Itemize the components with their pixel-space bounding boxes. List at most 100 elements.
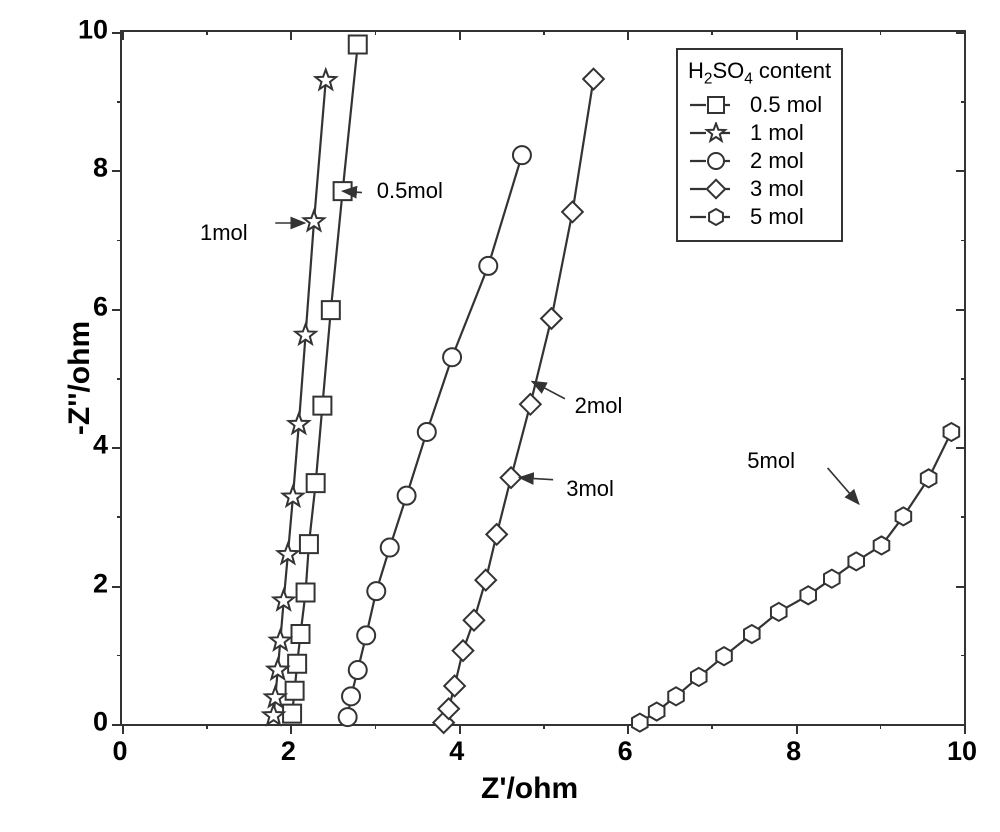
axis-tick-major-y-right (956, 32, 966, 34)
axis-tick-minor-y-right (961, 378, 966, 380)
marker-square (292, 625, 310, 643)
marker-hexagon (800, 586, 816, 604)
axis-tick-minor-x-top (711, 30, 713, 35)
y-tick-label: 2 (70, 568, 108, 599)
axis-tick-minor-x-top (880, 30, 882, 35)
legend-label: 0.5 mol (750, 92, 822, 118)
axis-tick-minor-y-right (961, 240, 966, 242)
axis-tick-major-y (112, 586, 122, 588)
marker-circle (342, 687, 360, 705)
axis-tick-major-y-right (956, 170, 966, 172)
marker-hexagon (744, 625, 760, 643)
y-tick-label: 10 (70, 15, 108, 46)
x-tick-label: 6 (618, 736, 633, 767)
axis-tick-major-x-top (627, 30, 629, 40)
legend-marker-square (708, 97, 724, 113)
marker-diamond (444, 676, 465, 697)
legend-item: 2 mol (688, 148, 831, 174)
legend-marker-diamond (707, 180, 725, 198)
marker-hexagon (649, 703, 665, 721)
axis-tick-minor-y-right (961, 516, 966, 518)
axis-tick-minor-x-top (206, 30, 208, 35)
marker-circle (443, 348, 461, 366)
axis-tick-major-x (627, 724, 629, 734)
marker-square (286, 682, 304, 700)
legend-label: 5 mol (750, 204, 804, 230)
legend-item: 1 mol (688, 120, 831, 146)
axis-tick-minor-y (117, 516, 122, 518)
legend-title: H2SO4 content (688, 58, 831, 88)
y-tick-label: 8 (70, 153, 108, 184)
marker-hexagon (824, 570, 840, 588)
axis-tick-major-y-right (956, 586, 966, 588)
axis-tick-major-y (112, 170, 122, 172)
legend-item: 0.5 mol (688, 92, 831, 118)
marker-square (307, 474, 325, 492)
y-tick-label: 4 (70, 430, 108, 461)
axis-tick-major-y-right (956, 724, 966, 726)
marker-circle (381, 539, 399, 557)
axis-tick-major-y (112, 724, 122, 726)
marker-hexagon (921, 469, 937, 487)
axis-tick-minor-y (117, 655, 122, 657)
x-tick-label: 4 (449, 736, 464, 767)
nyquist-plot: Z'/ohm -Z''/ohm H2SO4 content 0.5 mol1 mo… (0, 0, 1000, 832)
axis-tick-major-x-top (796, 30, 798, 40)
marker-square (349, 35, 367, 53)
x-tick-label: 10 (947, 736, 977, 767)
legend-marker-circle (708, 153, 724, 169)
axis-tick-major-x-top (290, 30, 292, 40)
marker-circle (513, 146, 531, 164)
annotation-text: 1mol (200, 220, 248, 246)
marker-square (288, 655, 306, 673)
marker-circle (367, 582, 385, 600)
marker-hexagon (896, 507, 912, 525)
marker-diamond (562, 202, 583, 223)
marker-hexagon (716, 647, 732, 665)
marker-diamond (583, 69, 604, 90)
axis-tick-major-y-right (956, 447, 966, 449)
axis-tick-minor-y-right (961, 655, 966, 657)
axis-tick-minor-y (117, 101, 122, 103)
annotation-arrow (828, 468, 859, 504)
marker-star (263, 705, 284, 725)
marker-square (313, 397, 331, 415)
x-tick-label: 8 (786, 736, 801, 767)
series-line-3 mol (444, 79, 594, 723)
annotation-arrow (519, 478, 553, 480)
y-tick-label: 6 (70, 291, 108, 322)
marker-hexagon (944, 423, 960, 441)
annotation-text: 2mol (575, 393, 623, 419)
marker-circle (418, 423, 436, 441)
marker-circle (339, 708, 357, 726)
y-axis-label: -Z''/ohm (63, 308, 97, 448)
axis-tick-minor-y-right (961, 101, 966, 103)
marker-circle (398, 487, 416, 505)
marker-hexagon (691, 668, 707, 686)
axis-tick-minor-x (375, 724, 377, 729)
legend-box: H2SO4 content0.5 mol1 mol2 mol3 mol5 mol (676, 48, 843, 242)
axis-tick-major-x (290, 724, 292, 734)
axis-tick-major-x-top (122, 30, 124, 40)
axis-tick-minor-x (880, 724, 882, 729)
x-axis-label: Z'/ohm (481, 772, 578, 806)
marker-diamond (501, 467, 522, 488)
annotation-text: 5mol (747, 448, 795, 474)
legend-marker-star (707, 124, 725, 141)
axis-tick-major-x (122, 724, 124, 734)
marker-diamond (541, 308, 562, 329)
axis-tick-minor-x (206, 724, 208, 729)
y-tick-label: 0 (70, 707, 108, 738)
axis-tick-minor-x (711, 724, 713, 729)
marker-circle (349, 661, 367, 679)
marker-square (322, 301, 340, 319)
annotation-arrow (532, 381, 565, 398)
axis-tick-major-y (112, 447, 122, 449)
marker-square (283, 705, 301, 723)
axis-tick-minor-x (543, 724, 545, 729)
axis-tick-major-x-top (459, 30, 461, 40)
axis-tick-minor-x-top (543, 30, 545, 35)
marker-diamond (520, 394, 541, 415)
marker-circle (479, 257, 497, 275)
marker-diamond (453, 640, 474, 661)
